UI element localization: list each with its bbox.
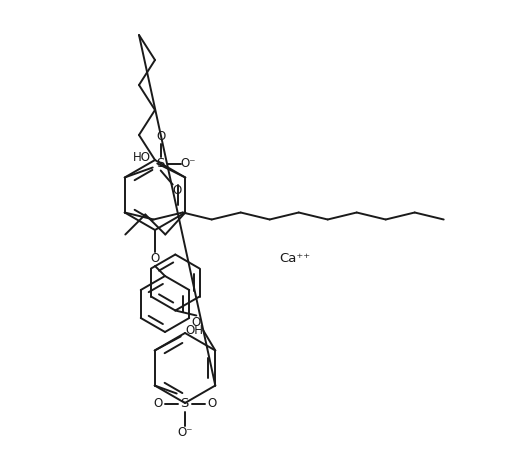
- Text: O: O: [172, 184, 181, 197]
- Text: O⁻: O⁻: [177, 426, 193, 439]
- Text: S: S: [157, 157, 165, 170]
- Text: O: O: [153, 397, 163, 410]
- Text: OH: OH: [186, 324, 204, 337]
- Text: O: O: [207, 397, 216, 410]
- Text: HO: HO: [133, 151, 151, 164]
- Text: O: O: [150, 253, 159, 266]
- Text: Ca⁺⁺: Ca⁺⁺: [279, 252, 310, 264]
- Text: S: S: [180, 397, 189, 410]
- Text: O: O: [156, 130, 165, 143]
- Text: O⁻: O⁻: [180, 157, 196, 170]
- Text: O: O: [191, 316, 201, 329]
